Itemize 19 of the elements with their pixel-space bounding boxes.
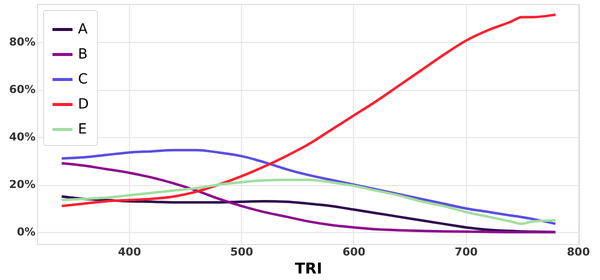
x-axis-title: TRI <box>294 260 322 278</box>
x-tick-label: 700 <box>454 246 478 258</box>
legend-label: D <box>78 96 89 112</box>
line-series <box>60 13 557 208</box>
y-tick-label: 60% <box>9 83 36 96</box>
x-tick-label: 400 <box>118 246 142 258</box>
legend-label: C <box>78 72 88 88</box>
x-tick-label: 600 <box>342 246 366 258</box>
legend-label: E <box>78 122 87 138</box>
y-tick-label: 20% <box>9 178 36 192</box>
y-tick-label: 80% <box>9 36 36 49</box>
line-series <box>60 178 557 226</box>
legend-label: B <box>78 46 88 62</box>
legend-label: A <box>78 22 88 38</box>
y-tick-label: 0% <box>16 226 36 239</box>
x-tick-label: 500 <box>230 246 254 258</box>
y-tick-label: 40% <box>9 130 36 144</box>
line-series <box>60 162 557 234</box>
x-tick-label: 800 <box>566 246 590 258</box>
